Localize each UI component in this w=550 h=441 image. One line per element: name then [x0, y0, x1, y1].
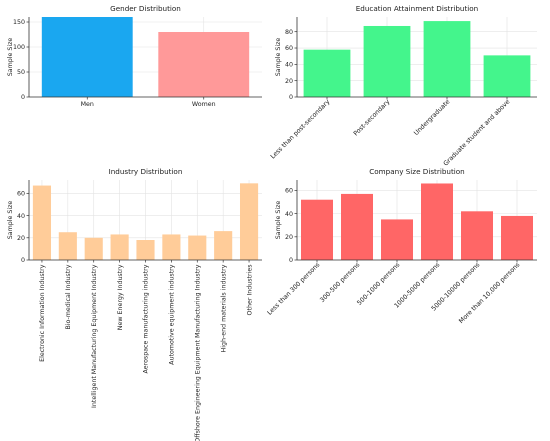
chart-3: 0 20 40 60 Electronic Information Industry Bi… — [7, 167, 262, 441]
y-tick-label: 40 — [285, 211, 293, 218]
bar — [421, 183, 453, 260]
chart-2: 0 20 40 60 80 Less than post-secondary Post-se… — [269, 4, 537, 168]
bar — [214, 231, 233, 260]
bar — [381, 219, 413, 260]
bar — [461, 211, 493, 260]
x-tick-label: 300-500 persons — [319, 261, 362, 304]
y-tick-label: 20 — [285, 78, 293, 85]
y-tick-label: 60 — [285, 45, 293, 52]
bar — [483, 55, 531, 97]
bar — [136, 240, 155, 260]
x-tick-label: New Energy Industry — [117, 264, 124, 330]
y-tick-label: 20 — [285, 234, 293, 241]
y-tick-label: 100 — [13, 44, 25, 51]
x-tick-label: Undergraduate — [413, 98, 452, 137]
x-tick-label: Automotive equipment industry — [169, 264, 176, 365]
chart-title: Industry Distribution — [109, 167, 183, 176]
bar — [303, 49, 351, 97]
bar — [158, 32, 250, 97]
y-tick-label: 80 — [285, 29, 293, 36]
chart-title: Company Size Distribution — [369, 167, 464, 176]
bar — [501, 215, 533, 260]
x-tick-label: Offshore Engineering Equipment Manufactu… — [194, 264, 201, 441]
bar — [84, 237, 103, 260]
chart-1: 0 50 100 150 Men Women Gender Distribution Samp… — [7, 4, 262, 108]
y-tick-label: 0 — [289, 257, 293, 264]
y-tick-label: 40 — [285, 62, 293, 69]
bar — [110, 234, 129, 260]
x-tick-label: Women — [192, 101, 216, 108]
y-tick-label: 0 — [21, 257, 25, 264]
x-tick-label: 500-1000 persons — [356, 261, 401, 306]
x-tick-label: High-end materials industry — [220, 264, 227, 352]
y-axis-label: Sample Size — [7, 38, 14, 77]
bar — [363, 25, 411, 97]
x-tick-label: Less than post-secondary — [269, 98, 331, 160]
bar — [341, 193, 373, 260]
x-tick-label: Electronic Information Industry — [39, 264, 46, 362]
y-tick-label: 20 — [17, 235, 25, 242]
y-tick-label: 50 — [17, 69, 25, 76]
y-tick-label: 0 — [21, 94, 25, 101]
chart-title: Gender Distribution — [110, 4, 181, 13]
x-tick-label: Aerospace manufacturing industry — [143, 264, 150, 373]
x-tick-label: Men — [81, 101, 94, 108]
x-tick-label: Intelligent Manufacturing Equipment Indu… — [91, 264, 98, 408]
y-axis-label: Sample Size — [7, 201, 14, 240]
x-tick-label: Other Industries — [246, 265, 253, 316]
bar — [162, 234, 181, 260]
y-tick-label: 0 — [289, 94, 293, 101]
y-tick-label: 40 — [17, 213, 25, 220]
bar — [41, 17, 133, 97]
bar — [188, 235, 207, 260]
bar — [32, 185, 52, 260]
y-tick-label: 60 — [285, 188, 293, 195]
chart-title: Education Attainment Distribution — [356, 4, 478, 13]
x-tick-label: Graduate student and above — [442, 98, 511, 167]
x-tick-label: Bio-medical Industry — [65, 264, 72, 329]
y-tick-label: 60 — [17, 191, 25, 198]
x-tick-label: Less than 300 persons — [266, 261, 321, 316]
bar — [423, 21, 471, 97]
bar — [301, 199, 333, 260]
bar — [58, 232, 77, 260]
bar — [239, 183, 259, 260]
y-axis-label: Sample Size — [275, 201, 282, 240]
y-tick-label: 150 — [13, 19, 25, 26]
x-tick-label: Post-secondary — [352, 98, 391, 137]
y-axis-label: Sample Size — [275, 38, 282, 77]
